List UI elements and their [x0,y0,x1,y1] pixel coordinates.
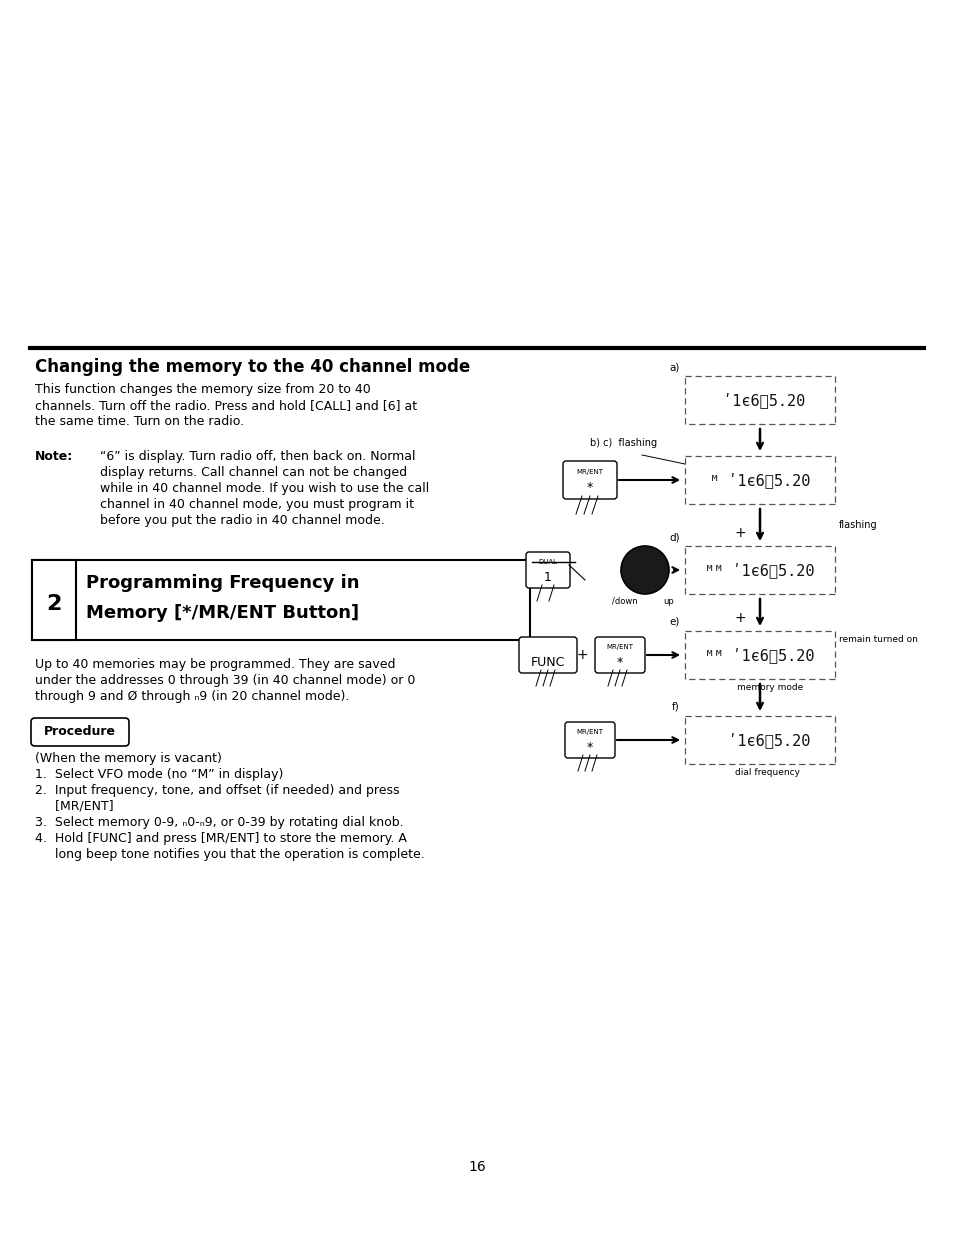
Text: 1.  Select VFO mode (no “M” in display): 1. Select VFO mode (no “M” in display) [35,768,283,781]
Text: Up to 40 memories may be programmed. They are saved: Up to 40 memories may be programmed. The… [35,658,395,671]
Text: channels. Turn off the radio. Press and hold [CALL] and [6] at: channels. Turn off the radio. Press and … [35,399,416,412]
Text: +: + [734,611,745,625]
Text: +: + [734,526,745,540]
Text: *: * [617,656,622,669]
Text: dial frequency: dial frequency [735,768,800,777]
Text: ᴹ ʹ1є6҉5.20: ᴹ ʹ1є6҉5.20 [709,472,809,488]
Text: ᴹᴹ ʹ1є6҉5.20: ᴹᴹ ʹ1є6҉5.20 [704,647,814,663]
Text: under the addresses 0 through 39 (in 40 channel mode) or 0: under the addresses 0 through 39 (in 40 … [35,674,415,687]
Text: *: * [586,741,593,755]
Text: +: + [576,648,587,662]
Text: e): e) [669,618,679,627]
FancyBboxPatch shape [595,637,644,673]
Text: [MR/ENT]: [MR/ENT] [35,800,113,813]
Text: f): f) [672,701,679,713]
FancyBboxPatch shape [30,718,129,746]
Text: /down: /down [612,597,638,606]
Text: MR/ENT: MR/ENT [576,469,603,475]
Text: b) c)  flashing: b) c) flashing [589,438,657,448]
Text: through 9 and Ø through ₙ9 (in 20 channel mode).: through 9 and Ø through ₙ9 (in 20 channe… [35,690,349,703]
Text: up: up [662,597,673,606]
Text: 16: 16 [468,1160,485,1174]
Text: MR/ENT: MR/ENT [606,645,633,651]
Text: “6” is display. Turn radio off, then back on. Normal: “6” is display. Turn radio off, then bac… [100,450,416,463]
Text: Note:: Note: [35,450,73,463]
Text: *: * [586,482,593,494]
Text: 1: 1 [543,571,552,584]
Text: remain turned on: remain turned on [838,635,917,643]
Bar [32,559,530,640]
Text: Changing the memory to the 40 channel mode: Changing the memory to the 40 channel mo… [35,358,470,375]
FancyBboxPatch shape [564,722,615,758]
Text: 2: 2 [47,594,62,614]
Text: flashing: flashing [838,520,877,530]
Text: 2.  Input frequency, tone, and offset (if needed) and press: 2. Input frequency, tone, and offset (if… [35,784,399,797]
Text: while in 40 channel mode. If you wish to use the call: while in 40 channel mode. If you wish to… [100,482,429,495]
Text: 3.  Select memory 0-9, ₙ0-ₙ9, or 0-39 by rotating dial knob.: 3. Select memory 0-9, ₙ0-ₙ9, or 0-39 by … [35,816,403,829]
Text: 4.  Hold [FUNC] and press [MR/ENT] to store the memory. A: 4. Hold [FUNC] and press [MR/ENT] to sto… [35,832,406,845]
Text: MR/ENT: MR/ENT [576,730,603,736]
FancyBboxPatch shape [562,461,617,499]
Text: ʹ1є6҉5.20: ʹ1є6҉5.20 [709,732,809,748]
Text: This function changes the memory size from 20 to 40: This function changes the memory size fr… [35,383,371,396]
Text: ᴹᴹ ʹ1є6҉5.20: ᴹᴹ ʹ1є6҉5.20 [704,562,814,578]
Text: Memory [*/MR/ENT Button]: Memory [*/MR/ENT Button] [86,604,358,622]
Text: memory mode: memory mode [736,683,802,692]
Text: (When the memory is vacant): (When the memory is vacant) [35,752,222,764]
FancyBboxPatch shape [518,637,577,673]
Text: display returns. Call channel can not be changed: display returns. Call channel can not be… [100,466,407,479]
Text: DUAL: DUAL [537,559,557,566]
Bar [32,559,76,640]
Text: Programming Frequency in: Programming Frequency in [86,574,359,592]
Text: the same time. Turn on the radio.: the same time. Turn on the radio. [35,415,244,429]
Text: before you put the radio in 40 channel mode.: before you put the radio in 40 channel m… [100,514,384,527]
FancyBboxPatch shape [525,552,569,588]
Text: d): d) [669,532,679,542]
Circle shape [620,546,668,594]
Text: long beep tone notifies you that the operation is complete.: long beep tone notifies you that the ope… [35,848,424,861]
Text: channel in 40 channel mode, you must program it: channel in 40 channel mode, you must pro… [100,498,414,511]
Text: Procedure: Procedure [44,725,116,739]
Text: ʹ1є6҉5.20: ʹ1є6҉5.20 [714,391,804,408]
Text: FUNC: FUNC [530,656,564,669]
Text: a): a) [669,362,679,372]
